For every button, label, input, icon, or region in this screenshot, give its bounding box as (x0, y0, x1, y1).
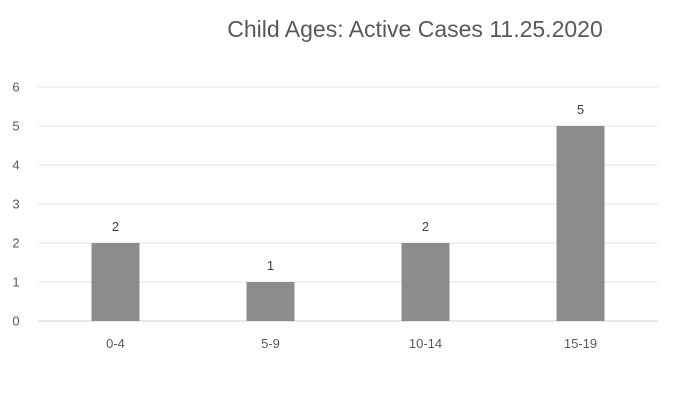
bar-10-14[interactable] (401, 243, 450, 321)
y-tick-label: 4 (12, 158, 19, 173)
data-label: 1 (267, 258, 274, 273)
x-tick-label: 15-19 (564, 336, 597, 351)
bar-5-9[interactable] (246, 282, 295, 321)
data-label: 2 (112, 219, 119, 234)
bar-15-19[interactable] (556, 126, 605, 321)
bar-0-4[interactable] (91, 243, 140, 321)
data-label: 5 (577, 102, 584, 117)
x-tick-label: 10-14 (409, 336, 442, 351)
y-tick-label: 1 (12, 275, 19, 290)
x-tick-label: 0-4 (106, 336, 125, 351)
y-tick-label: 6 (12, 80, 19, 95)
y-tick-label: 5 (12, 119, 19, 134)
y-tick-label: 3 (12, 197, 19, 212)
y-tick-label: 0 (12, 314, 19, 329)
data-label: 2 (422, 219, 429, 234)
chart-title: Child Ages: Active Cases 11.25.2020 (227, 16, 603, 42)
x-tick-label: 5-9 (261, 336, 280, 351)
y-tick-label: 2 (12, 236, 19, 251)
